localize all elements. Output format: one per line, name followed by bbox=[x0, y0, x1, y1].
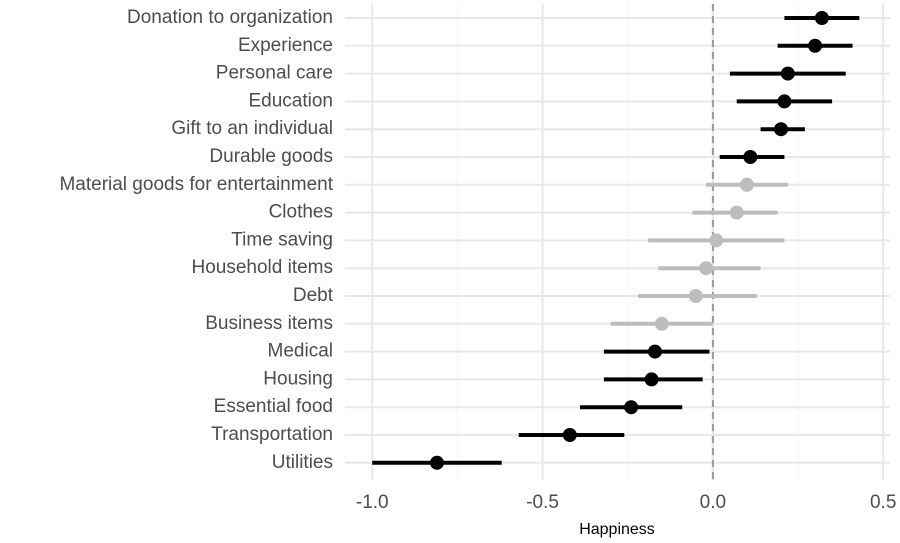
point bbox=[814, 11, 829, 25]
y-tick-label: Personal care bbox=[216, 63, 333, 84]
y-tick-label: Business items bbox=[205, 313, 333, 334]
y-tick-label: Donation to organization bbox=[127, 7, 333, 28]
y-tick-label: Essential food bbox=[214, 396, 333, 417]
point bbox=[562, 428, 577, 442]
y-tick-label: Housing bbox=[263, 368, 333, 389]
point bbox=[644, 372, 659, 387]
y-tick-label: Education bbox=[248, 90, 333, 111]
y-tick-label: Medical bbox=[268, 341, 333, 362]
y-tick-label: Time saving bbox=[231, 229, 333, 250]
x-tick-label: 0.5 bbox=[870, 492, 896, 513]
point bbox=[647, 344, 662, 359]
point bbox=[688, 289, 703, 303]
y-tick-label: Debt bbox=[293, 285, 334, 306]
point bbox=[774, 122, 788, 137]
point bbox=[429, 455, 444, 470]
point bbox=[780, 66, 795, 81]
y-tick-label: Gift to an individual bbox=[171, 118, 333, 139]
y-tick-label: Durable goods bbox=[209, 146, 333, 167]
point bbox=[739, 177, 754, 192]
point bbox=[743, 150, 758, 164]
x-tick-label: -0.5 bbox=[526, 492, 559, 513]
y-tick-label: Transportation bbox=[211, 424, 333, 445]
y-tick-label: Household items bbox=[191, 257, 333, 278]
point bbox=[808, 38, 823, 53]
y-tick-label: Utilities bbox=[272, 452, 333, 473]
y-tick-label: Experience bbox=[238, 35, 333, 56]
x-tick-label: -1.0 bbox=[356, 492, 389, 513]
point bbox=[624, 400, 639, 415]
y-tick-label: Material goods for entertainment bbox=[59, 174, 333, 195]
point bbox=[709, 233, 724, 248]
point bbox=[654, 316, 669, 331]
x-axis-title: Happiness bbox=[579, 521, 655, 538]
point bbox=[729, 205, 744, 220]
y-tick-label: Clothes bbox=[269, 202, 333, 223]
point bbox=[699, 261, 714, 276]
point bbox=[777, 94, 792, 109]
x-tick-label: 0.0 bbox=[700, 492, 726, 513]
